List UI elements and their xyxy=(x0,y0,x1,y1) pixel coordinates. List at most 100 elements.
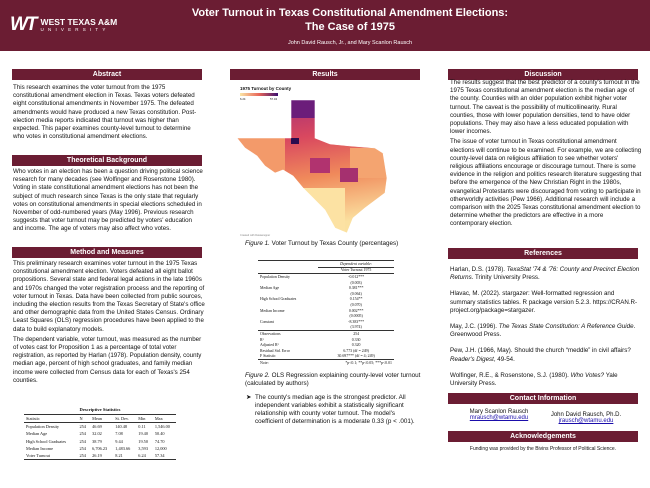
title-line-2: The Case of 1975 xyxy=(305,21,395,33)
contact-email-link[interactable]: mrausch@wtamu.edu xyxy=(469,415,529,421)
title-line-1: Voter Turnout in Texas Constitutional Am… xyxy=(191,7,509,19)
reference-item: Wolfinger, R.E., & Rosenstone, S.J. (198… xyxy=(450,372,640,388)
table-cell: 254 xyxy=(79,445,86,451)
abstract-heading: Abstract xyxy=(12,69,202,80)
coefficient: 0.154** xyxy=(349,297,363,302)
standard-error: (0.0005) xyxy=(349,314,363,319)
figure-1-label: Figure 1. xyxy=(245,240,270,247)
discussion-heading: Discussion xyxy=(448,69,638,80)
standard-error: (0.003) xyxy=(350,280,362,285)
table-cell: 254 xyxy=(79,431,86,437)
descriptive-stats-table: Descriptive Statistics Statistic N Mean St.… xyxy=(24,407,176,460)
map-credit: Created with Datawrapper xyxy=(240,234,271,237)
authors: John David Rausch, Jr., and Mary Scanlon… xyxy=(287,40,413,46)
texas-county-map xyxy=(236,99,388,233)
figure-2-text: OLS Regression explaining county-level v… xyxy=(245,372,421,387)
reference-item: Hlavac, M. (2022). stargazer: Well-forma… xyxy=(450,290,640,315)
table-row: High School Graduates 254 38.79 9.44 19.50 74… xyxy=(24,438,176,445)
dep-var: Voter Turnout 1975 xyxy=(318,266,394,274)
contact-person-2: John David Rausch, Ph.D. jrausch@wtamu.ed… xyxy=(543,412,629,424)
variable-name: High School Graduates xyxy=(260,297,297,302)
arrow-bullet-icon: ➤ xyxy=(246,394,252,401)
ref-text: May, J.C. (1996). xyxy=(450,323,499,331)
figure-1-caption: Figure 1. Voter Turnout by Texas County … xyxy=(245,240,425,248)
table-cell: Median Income xyxy=(26,445,54,451)
map-title: 1975 Turnout by County xyxy=(240,86,292,91)
poster-title: Voter Turnout in Texas Constitutional Am… xyxy=(100,6,600,34)
stat-name: R² xyxy=(260,337,264,342)
coefficient: 0.381*** xyxy=(348,286,364,291)
ref-title: The Texas State Constitution: A Referenc… xyxy=(498,323,634,331)
regression-row: Median Income 0.002*** xyxy=(258,308,394,314)
column-header: N xyxy=(79,416,83,422)
table-cell: 12,000 xyxy=(154,445,167,451)
table-cell: Voter Turnout xyxy=(26,453,50,459)
table-row: Median Income 254 6,706.23 1,483.66 3,593 12,… xyxy=(24,445,176,452)
stat-value: 254 xyxy=(353,331,360,336)
table-cell: 7.08 xyxy=(115,431,123,437)
table-cell: 6.24 xyxy=(138,453,146,459)
references-heading: References xyxy=(448,248,638,259)
table-cell: 57.34 xyxy=(154,453,165,459)
table-cell: 254 xyxy=(79,424,86,430)
table-cell: High School Graduates xyxy=(26,438,67,444)
regression-row: Population Density -0.012*** xyxy=(258,274,394,280)
ref-publisher: Yale University Press. xyxy=(450,371,618,388)
regression-se-row: (0.070) xyxy=(258,302,394,308)
stat-name: Adjusted R² xyxy=(260,343,279,348)
background-text: Who votes in an election has been a ques… xyxy=(13,168,203,233)
descriptive-stats-title: Descriptive Statistics xyxy=(79,407,121,412)
stat-value: 0.320 xyxy=(351,343,361,348)
reference-item: Harlan, D.S. (1978). TexaStat '74 & '76:… xyxy=(450,266,640,282)
logo-mark: WT xyxy=(10,14,38,35)
abstract-text: This research examines the voter turnout… xyxy=(13,84,197,141)
university-logo: WT WEST TEXAS A&M UNIVERSITY xyxy=(10,14,117,36)
reference-item: Pew, J.H. (1966, May). Should the church… xyxy=(450,347,640,363)
table-cell: 19.40 xyxy=(138,431,148,437)
contact-person-1: Mary Scanlon Rausch mrausch@wtamu.edu xyxy=(464,409,534,421)
model-stat-row: Adjusted R² 0.320 xyxy=(258,342,394,348)
table-cell: 6,706.23 xyxy=(92,445,108,451)
legend-max: 57.34 xyxy=(270,97,277,101)
column-header: Min xyxy=(138,416,146,422)
map-legend-bar xyxy=(240,93,278,96)
standard-error: (3.974) xyxy=(350,325,362,330)
regression-table: Dependent variable: Voter Turnout 1975 P… xyxy=(258,260,394,366)
logo-name: WEST TEXAS A&M xyxy=(40,17,118,27)
table-cell: 254 xyxy=(79,453,86,459)
table-cell: 1,546.00 xyxy=(154,424,170,430)
regression-row: High School Graduates 0.154** xyxy=(258,297,394,303)
ref-title: Reader's Digest xyxy=(450,355,494,363)
model-stat-row: Residual Std. Error 6.773 (df = 249) xyxy=(258,348,394,354)
contact-email-link[interactable]: jrausch@wtamu.edu xyxy=(558,418,614,424)
stat-value: 30.697*** (df = 4; 249) xyxy=(337,354,375,359)
table-cell: 26.19 xyxy=(92,453,102,459)
coefficient: -0.012*** xyxy=(348,274,365,279)
ref-text: Wolfinger, R.E., & Rosenstone, S.J. (198… xyxy=(450,371,571,379)
model-stat-row: R² 0.330 xyxy=(258,337,394,343)
poster-header: WT WEST TEXAS A&M UNIVERSITY Voter Turnou… xyxy=(0,0,650,51)
contact-heading: Contact Information xyxy=(448,393,638,404)
discussion-text: The results suggest that the best predic… xyxy=(450,79,642,231)
note-label: Note: xyxy=(260,360,269,365)
reference-item: May, J.C. (1996). The Texas State Consti… xyxy=(450,323,640,339)
method-heading: Method and Measures xyxy=(12,247,202,258)
dep-label: Dependent variable: xyxy=(340,261,373,266)
standard-error: (0.064) xyxy=(350,291,362,296)
table-row: Median Age 254 32.02 7.08 19.40 50.40 xyxy=(24,430,176,437)
column-header: St. Dev. xyxy=(115,416,129,422)
ack-text: Funding was provided by the Bivins Profe… xyxy=(469,446,617,452)
ref-text: Hlavac, M. (2022). stargazer: Well-forma… xyxy=(450,290,638,314)
map-counties xyxy=(237,100,387,233)
figure-1-text: Voter Turnout by Texas County (percentag… xyxy=(269,240,399,247)
ref-publisher: . Trinity University Press. xyxy=(471,274,540,282)
column-header: Max xyxy=(154,416,163,422)
ack-heading: Acknowledgements xyxy=(448,431,638,442)
regression-se-row: (0.0005) xyxy=(258,313,394,319)
table-cell: 32.02 xyxy=(92,431,102,437)
stat-name: Residual Std. Error xyxy=(260,348,290,353)
table-cell: 140.48 xyxy=(115,424,128,430)
ref-publisher: . Greenwood Press. xyxy=(450,323,636,339)
table-cell: 3,593 xyxy=(138,445,148,451)
table-cell: 19.50 xyxy=(138,438,148,444)
